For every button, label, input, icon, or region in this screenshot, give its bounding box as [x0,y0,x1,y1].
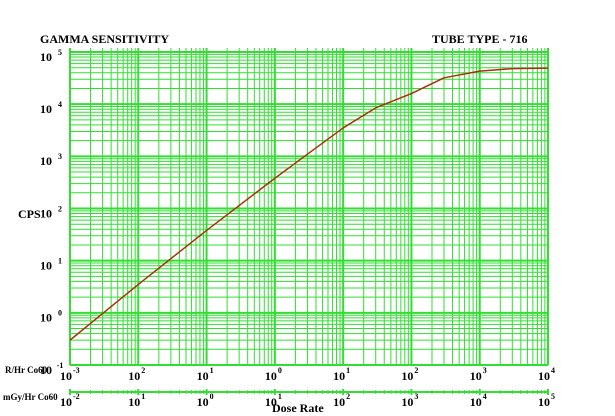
x-tick-power: 1 [210,366,214,375]
x-axis-label: Dose Rate [272,401,324,415]
x2-tick-power: 1 [278,392,282,401]
x2-tick-power: -2 [73,392,80,401]
y-tick-label: 10 [40,363,52,377]
x2-tick-label: 10 [470,395,482,409]
y-tick-label: 10 [40,206,52,220]
x-tick-label: 10 [401,369,413,383]
x-tick-label: 10 [128,369,140,383]
x-tick-power: 2 [141,366,145,375]
x2-tick-power: 3 [414,392,418,401]
x-tick-label: 10 [265,369,277,383]
y-tick-power: -1 [57,361,64,370]
y-tick-label: 10 [40,50,52,64]
x2-tick-label: 10 [401,395,413,409]
y-tick-power: 0 [58,309,62,318]
data-line [69,67,549,341]
x-axis-name: R/Hr Co60 [5,365,48,375]
x2-tick-power: 0 [210,392,214,401]
y-tick-label: 10 [40,102,52,116]
x-tick-label: 10 [470,369,482,383]
x-tick-label: 10 [333,369,345,383]
x2-axis-name: mGy/Hr Co60 [3,392,58,402]
y-axis-label: CPS [18,207,41,221]
x2-tick-power: 1 [141,392,145,401]
x-tick-power: 0 [278,366,282,375]
x2-tick-label: 10 [265,395,277,409]
chart-title: GAMMA SENSITIVITY [40,32,169,46]
x2-tick-label: 10 [538,395,550,409]
y-tick-power: 5 [58,48,62,57]
x-tick-power: 2 [414,366,418,375]
x-tick-power: 4 [551,366,555,375]
x-tick-label: 10 [197,369,209,383]
y-tick-power: 1 [58,256,62,265]
y-tick-label: 10 [40,311,52,325]
y-tick-power: 3 [58,152,62,161]
x2-tick-label: 10 [197,395,209,409]
x2-tick-label: 10 [333,395,345,409]
y-tick-power: 2 [58,204,62,213]
y-tick-label: 10 [40,258,52,272]
x-tick-power: -3 [73,366,80,375]
x2-tick-power: 4 [483,392,487,401]
x2-tick-label: 10 [128,395,140,409]
x2-tick-power: 2 [346,392,350,401]
x-tick-power: 3 [483,366,487,375]
x-tick-label: 10 [538,369,550,383]
chart-subtitle: TUBE TYPE - 716 [432,32,527,46]
y-tick-label: 10 [40,154,52,168]
x2-tick-power: 5 [551,392,555,401]
x-tick-label: 10 [60,369,72,383]
y-tick-power: 4 [58,100,62,109]
x2-tick-label: 10 [60,395,72,409]
x-tick-power: 1 [346,366,350,375]
